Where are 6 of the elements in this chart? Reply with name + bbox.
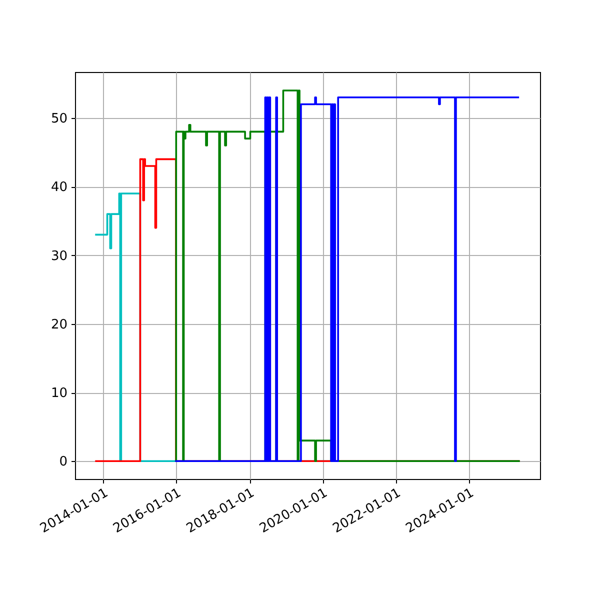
y-tick-label: 50 [50,111,68,126]
y-tick-label: 20 [50,317,68,332]
y-tick-label: 40 [50,180,68,196]
y-tick-label: 0 [59,454,68,470]
y-tick-label: 10 [50,386,68,402]
y-tick-label: 30 [50,248,68,264]
